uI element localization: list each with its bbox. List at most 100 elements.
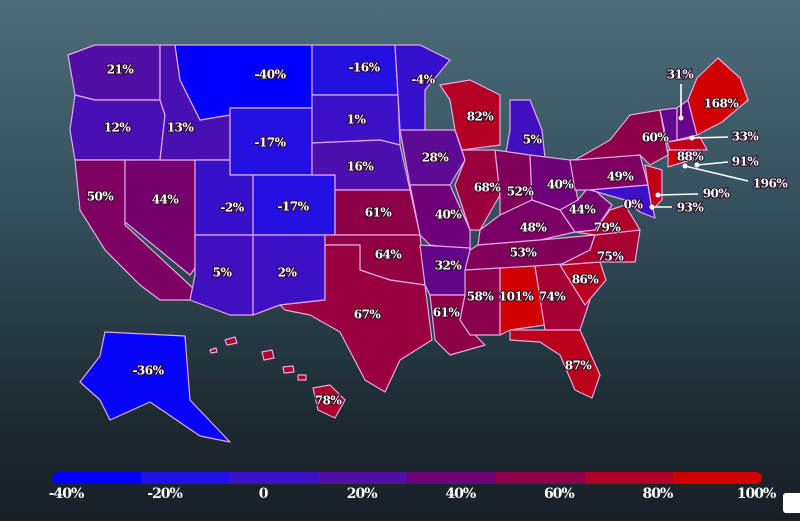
state-mi bbox=[504, 99, 546, 159]
legend-color-bar bbox=[52, 472, 762, 484]
state-label-ne: 16% bbox=[347, 160, 375, 174]
state-ia bbox=[399, 129, 466, 186]
state-label-mt: -40% bbox=[254, 68, 286, 82]
state-al bbox=[499, 265, 546, 336]
state-label-ia: 28% bbox=[422, 151, 450, 165]
state-wv bbox=[559, 184, 613, 233]
state-label-wy: -17% bbox=[254, 136, 286, 150]
state-me bbox=[687, 57, 749, 136]
state-label-oh: 40% bbox=[547, 178, 575, 192]
state-label-ok: 64% bbox=[375, 248, 403, 262]
state-label-me: 168% bbox=[704, 97, 740, 111]
state-hi-island bbox=[282, 365, 295, 374]
leader-dot-de bbox=[649, 204, 655, 210]
leader-dot-vt bbox=[678, 115, 684, 121]
state-tx bbox=[279, 244, 433, 393]
state-label-al: 101% bbox=[499, 290, 535, 304]
leader-dot-ri bbox=[694, 162, 700, 168]
state-label-nm: 2% bbox=[278, 266, 298, 280]
state-label-nv: 44% bbox=[152, 193, 180, 207]
state-label-mn: -4% bbox=[411, 73, 435, 87]
state-label-wi: 82% bbox=[467, 110, 495, 124]
state-ri bbox=[683, 149, 694, 163]
state-label-ar: 32% bbox=[435, 259, 463, 273]
legend-tick-label: 40% bbox=[445, 486, 476, 502]
us-choropleth-map: 21% 12% 13% -40% -16% 1% -4% -17% 16% 28% -2% -17% 6… bbox=[67, 44, 790, 443]
state-label-vt: 31% bbox=[667, 68, 695, 82]
state-nj bbox=[644, 164, 663, 211]
state-label-ca: 50% bbox=[87, 190, 115, 204]
state-label-va: 79% bbox=[594, 221, 622, 235]
leader-dot-ct bbox=[682, 163, 688, 169]
legend-tick-label: 100% bbox=[736, 486, 777, 502]
legend-swatch bbox=[52, 472, 141, 484]
state-label-la: 61% bbox=[433, 306, 461, 320]
state-label-pa: 49% bbox=[607, 170, 635, 184]
legend-tick-label: 60% bbox=[543, 486, 575, 502]
state-label-id: 13% bbox=[167, 121, 195, 135]
state-label-nh: 33% bbox=[732, 130, 760, 144]
legend-swatch bbox=[495, 472, 585, 484]
state-label-de: 93% bbox=[677, 201, 705, 215]
state-hi bbox=[312, 384, 346, 419]
legend-tick-label: -20% bbox=[147, 486, 183, 502]
state-label-nc: 75% bbox=[597, 250, 625, 264]
state-label-ks: 61% bbox=[365, 206, 393, 220]
state-label-wv: 44% bbox=[569, 203, 597, 217]
state-label-wa: 21% bbox=[107, 63, 135, 77]
state-wi bbox=[439, 79, 501, 151]
state-fl bbox=[509, 329, 601, 399]
state-label-ms: 58% bbox=[467, 290, 495, 304]
state-hi-island bbox=[224, 336, 238, 346]
leader-line-nh bbox=[691, 136, 729, 139]
state-hi-island bbox=[209, 347, 218, 354]
state-label-mi: 5% bbox=[523, 133, 543, 147]
legend-tick-label: 80% bbox=[642, 486, 674, 502]
state-label-sc: 86% bbox=[572, 273, 600, 287]
state-ny bbox=[574, 109, 669, 166]
state-label-ri: 91% bbox=[732, 155, 760, 169]
leader-dot-nh bbox=[689, 135, 695, 141]
watermark-logo bbox=[783, 493, 800, 513]
state-label-tn: 53% bbox=[510, 246, 538, 260]
state-label-in: 52% bbox=[507, 185, 535, 199]
state-label-ky: 48% bbox=[520, 221, 548, 235]
legend-swatch bbox=[229, 472, 319, 484]
state-ga bbox=[534, 263, 591, 331]
legend-swatch bbox=[318, 472, 407, 484]
state-hi-island bbox=[297, 374, 307, 381]
state-label-fl: 87% bbox=[565, 359, 593, 373]
legend-swatch bbox=[140, 472, 230, 484]
state-hi-island bbox=[261, 349, 275, 361]
leader-dot-nj bbox=[655, 192, 661, 198]
state-ak bbox=[79, 331, 231, 443]
state-mn bbox=[394, 44, 451, 131]
leader-line-ri bbox=[696, 161, 729, 166]
legend-tick-label: 20% bbox=[346, 486, 378, 502]
state-label-sd: 1% bbox=[347, 113, 367, 127]
legend-tick-label: -40% bbox=[48, 486, 85, 502]
legend-swatch bbox=[584, 472, 674, 484]
legend-swatch bbox=[407, 472, 496, 484]
state-label-ny: 60% bbox=[642, 131, 670, 145]
state-md bbox=[589, 184, 656, 219]
leader-line-nj bbox=[657, 193, 699, 196]
state-label-ct: 196% bbox=[753, 177, 789, 191]
state-label-ma: 88% bbox=[677, 150, 705, 164]
state-label-nj: 90% bbox=[703, 187, 731, 201]
state-label-ut: -2% bbox=[220, 201, 244, 215]
state-label-nd: -16% bbox=[348, 61, 380, 75]
legend-swatch bbox=[673, 472, 762, 484]
state-label-mo: 40% bbox=[435, 208, 463, 222]
state-label-md: 0% bbox=[624, 198, 644, 212]
leader-line-ct bbox=[684, 165, 749, 182]
state-label-tx: 67% bbox=[354, 308, 382, 322]
state-label-il: 68% bbox=[474, 181, 502, 195]
legend-tick-label: 0 bbox=[258, 486, 269, 502]
state-label-hi: 78% bbox=[315, 394, 343, 408]
state-label-or: 12% bbox=[104, 121, 132, 135]
state-label-az: 5% bbox=[213, 266, 233, 280]
state-label-co: -17% bbox=[277, 200, 309, 214]
color-legend: -40% -20% 0 20% 40% 60% 80% 100% bbox=[48, 472, 776, 512]
state-ma bbox=[666, 136, 708, 151]
